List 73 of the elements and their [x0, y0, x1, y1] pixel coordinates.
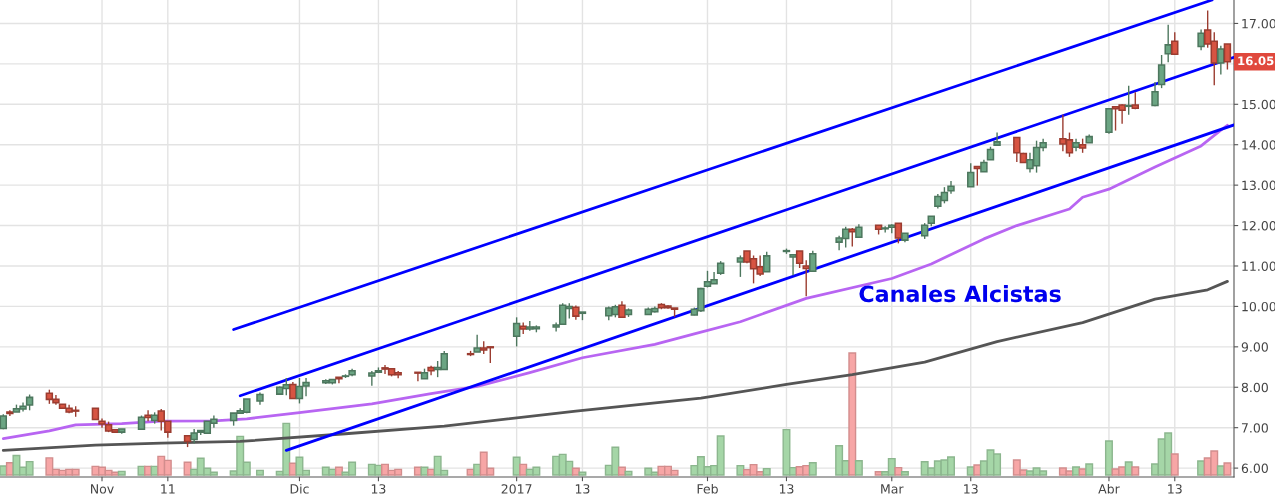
candlestick — [1171, 31, 1179, 55]
bar — [617, 466, 626, 476]
candlestick — [1157, 54, 1166, 89]
bar — [854, 460, 863, 476]
bar — [762, 467, 771, 476]
candlestick — [967, 162, 975, 188]
bar — [427, 468, 436, 476]
bar — [334, 466, 343, 476]
x-tick-label: 13 — [371, 484, 386, 494]
candlestick — [1217, 44, 1225, 76]
bar — [117, 470, 126, 476]
bar — [1197, 460, 1206, 476]
bar — [644, 467, 653, 476]
x-tick-label: 13 — [575, 484, 590, 494]
x-tick-label: 13 — [779, 484, 794, 494]
candlestick — [1197, 28, 1205, 51]
bar — [848, 352, 857, 476]
annotation: Canales Alcistas — [859, 284, 1061, 303]
y-tick-label: 15.00 — [1242, 99, 1275, 110]
bar — [1223, 462, 1232, 476]
candlestick — [736, 254, 745, 278]
line-series — [1, 279, 1229, 452]
bar — [808, 462, 817, 476]
candlestick — [144, 409, 152, 422]
y-tick-label: 9.00 — [1241, 342, 1268, 352]
bar — [519, 463, 528, 476]
candlestick — [1223, 43, 1232, 71]
bar — [255, 469, 264, 476]
candlestick — [789, 253, 797, 276]
y-tick-label: 7.00 — [1241, 423, 1268, 433]
candlestick — [1105, 107, 1113, 135]
y-tick-label: 14.00 — [1242, 140, 1275, 150]
x-tick-label: Nov — [91, 484, 114, 494]
y-tick-label: 12.00 — [1242, 221, 1275, 231]
candlestick — [414, 371, 422, 382]
y-tick-label: 17.00 — [1242, 18, 1275, 29]
bar — [624, 470, 633, 476]
bar — [413, 466, 422, 476]
bar — [1170, 453, 1179, 476]
candlestick — [809, 249, 817, 273]
x-tick-label: Mar — [881, 484, 904, 494]
candlestick — [1124, 85, 1133, 116]
bar — [900, 471, 909, 476]
candlestick — [1151, 81, 1159, 108]
candlestick — [473, 334, 481, 353]
line-series — [1, 123, 1229, 440]
x-tick-label: Feb — [697, 483, 718, 494]
y-tick-label: 13.00 — [1242, 180, 1275, 191]
text: 16.05 — [1238, 56, 1274, 66]
bar — [736, 464, 745, 476]
bar — [578, 471, 587, 476]
y-tick-label: 10.00 — [1242, 301, 1275, 312]
bar — [1104, 440, 1113, 476]
candlestick — [1164, 23, 1172, 63]
candlestick — [762, 251, 771, 273]
bar — [1072, 466, 1081, 476]
y-tick-label: 6.00 — [1241, 463, 1268, 474]
bar — [1131, 466, 1140, 476]
candlestick — [993, 131, 1001, 146]
x-tick-label: 13 — [1168, 484, 1182, 494]
bar — [894, 466, 903, 476]
x-tick-label: Abr — [1098, 483, 1120, 494]
bar — [973, 464, 982, 476]
x-tick-label: 2017 — [501, 484, 532, 494]
y-tick-label: 8.00 — [1241, 382, 1268, 393]
x-tick-label: 11 — [161, 484, 175, 494]
bar — [835, 445, 844, 476]
x-tick-label: Dic — [290, 483, 309, 494]
x-tick-label: 13 — [964, 484, 978, 494]
candlestick — [894, 222, 903, 245]
y-tick-label: 11.00 — [1242, 261, 1275, 271]
bar — [1085, 463, 1094, 476]
bar — [144, 465, 153, 476]
